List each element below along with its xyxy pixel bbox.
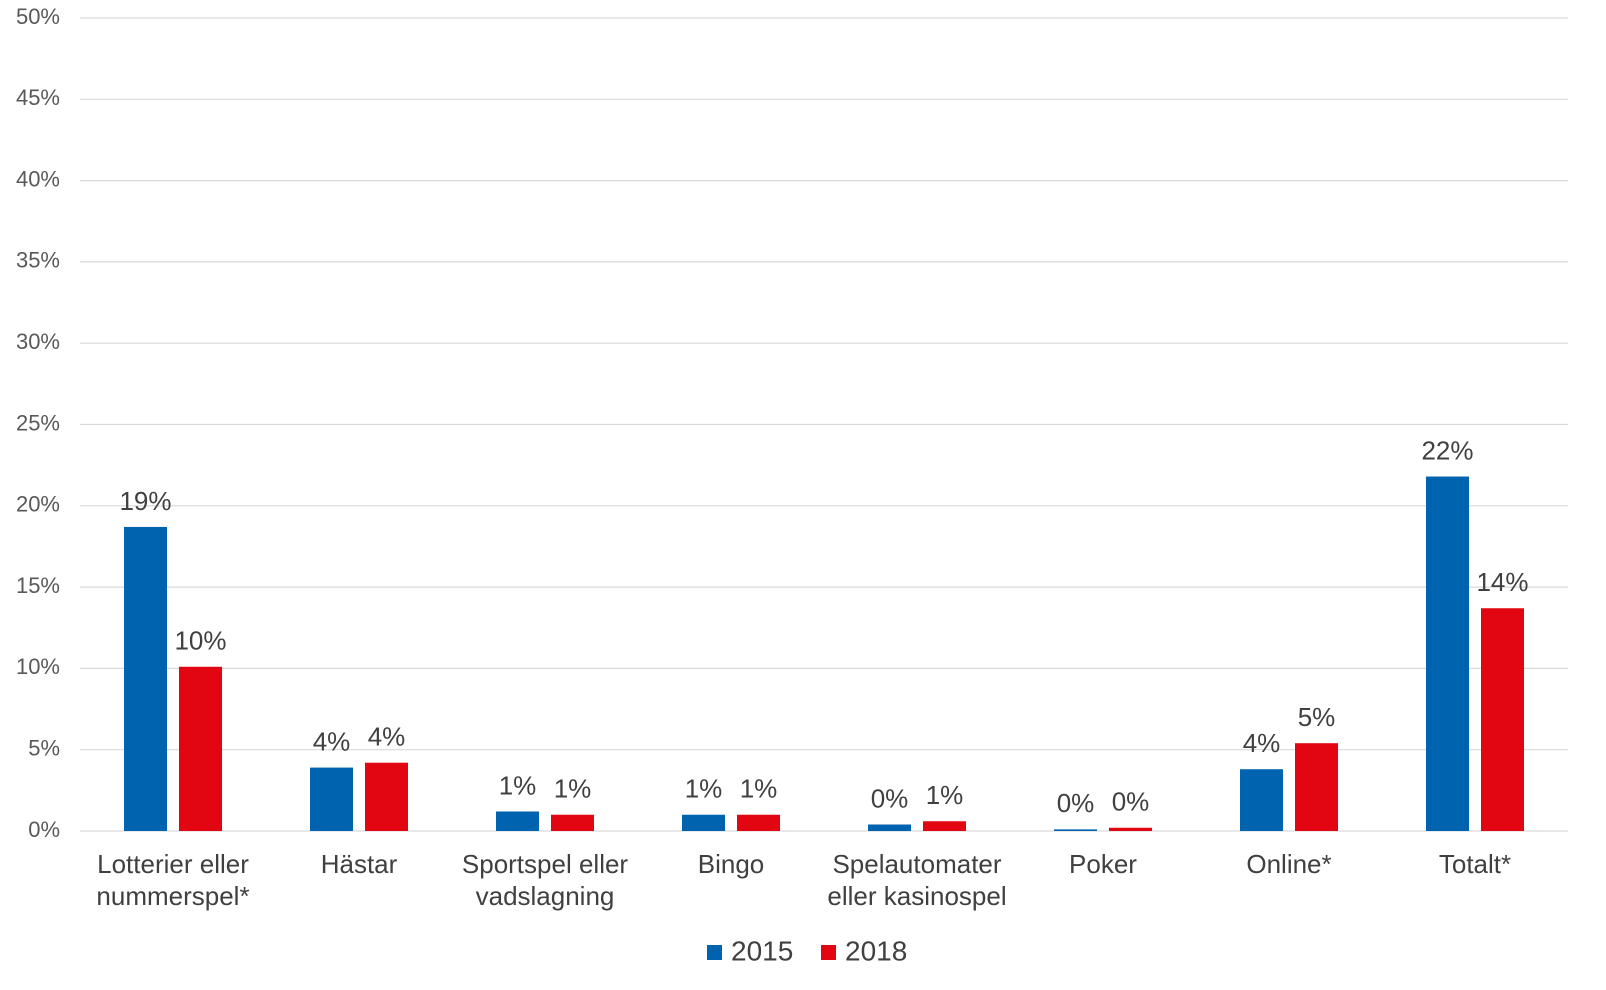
x-tick-label: Hästar — [320, 849, 398, 879]
bar — [496, 811, 539, 831]
y-tick-label: 30% — [16, 329, 60, 354]
bar — [682, 814, 725, 831]
y-tick-label: 10% — [16, 654, 60, 679]
y-tick-label: 5% — [28, 736, 60, 761]
y-tick-label: 15% — [16, 573, 60, 598]
data-label: 1% — [685, 774, 723, 804]
data-label: 10% — [174, 626, 226, 656]
x-tick-label: Poker — [1069, 849, 1137, 879]
data-label: 1% — [499, 770, 537, 800]
y-tick-label: 40% — [16, 166, 60, 191]
y-tick-label: 45% — [16, 85, 60, 110]
bar — [923, 821, 966, 831]
bar — [1109, 827, 1152, 831]
x-tick-label: Sportspel eller vadslagning — [461, 849, 629, 911]
bar — [179, 666, 222, 831]
bar — [1295, 743, 1338, 831]
legend-swatch — [821, 945, 836, 960]
data-label: 19% — [119, 486, 171, 516]
bar — [1240, 769, 1283, 831]
data-label: 0% — [1112, 787, 1150, 817]
bar — [868, 824, 911, 831]
x-tick-label: Bingo — [697, 849, 765, 879]
data-label: 22% — [1421, 435, 1473, 465]
y-tick-label: 25% — [16, 410, 60, 435]
data-label: 0% — [1057, 788, 1095, 818]
bar — [551, 814, 594, 831]
bar — [124, 526, 167, 831]
data-label: 4% — [1243, 728, 1281, 758]
bar — [365, 762, 408, 831]
data-label: 4% — [313, 726, 351, 756]
data-label: 1% — [554, 774, 592, 804]
bar — [737, 814, 780, 831]
bar — [1426, 476, 1469, 831]
data-label: 1% — [740, 774, 778, 804]
data-label: 14% — [1476, 567, 1528, 597]
y-tick-label: 50% — [16, 4, 60, 29]
legend-label: 2015 — [731, 935, 793, 966]
x-tick-label: Totalt* — [1438, 849, 1512, 879]
y-tick-label: 35% — [16, 248, 60, 273]
bar — [1054, 829, 1097, 831]
data-label: 4% — [368, 722, 406, 752]
x-tick-label: Spelautomater eller kasinospel — [827, 849, 1007, 911]
bar — [1481, 608, 1524, 831]
y-tick-label: 0% — [28, 817, 60, 842]
x-tick-label: Lotterier eller nummerspel* — [96, 849, 250, 911]
legend-label: 2018 — [845, 935, 907, 966]
x-tick-label: Online* — [1246, 849, 1332, 879]
legend-swatch — [707, 945, 722, 960]
data-label: 0% — [871, 783, 909, 813]
y-tick-label: 20% — [16, 492, 60, 517]
data-label: 5% — [1298, 702, 1336, 732]
bar — [310, 767, 353, 831]
data-label: 1% — [926, 780, 964, 810]
